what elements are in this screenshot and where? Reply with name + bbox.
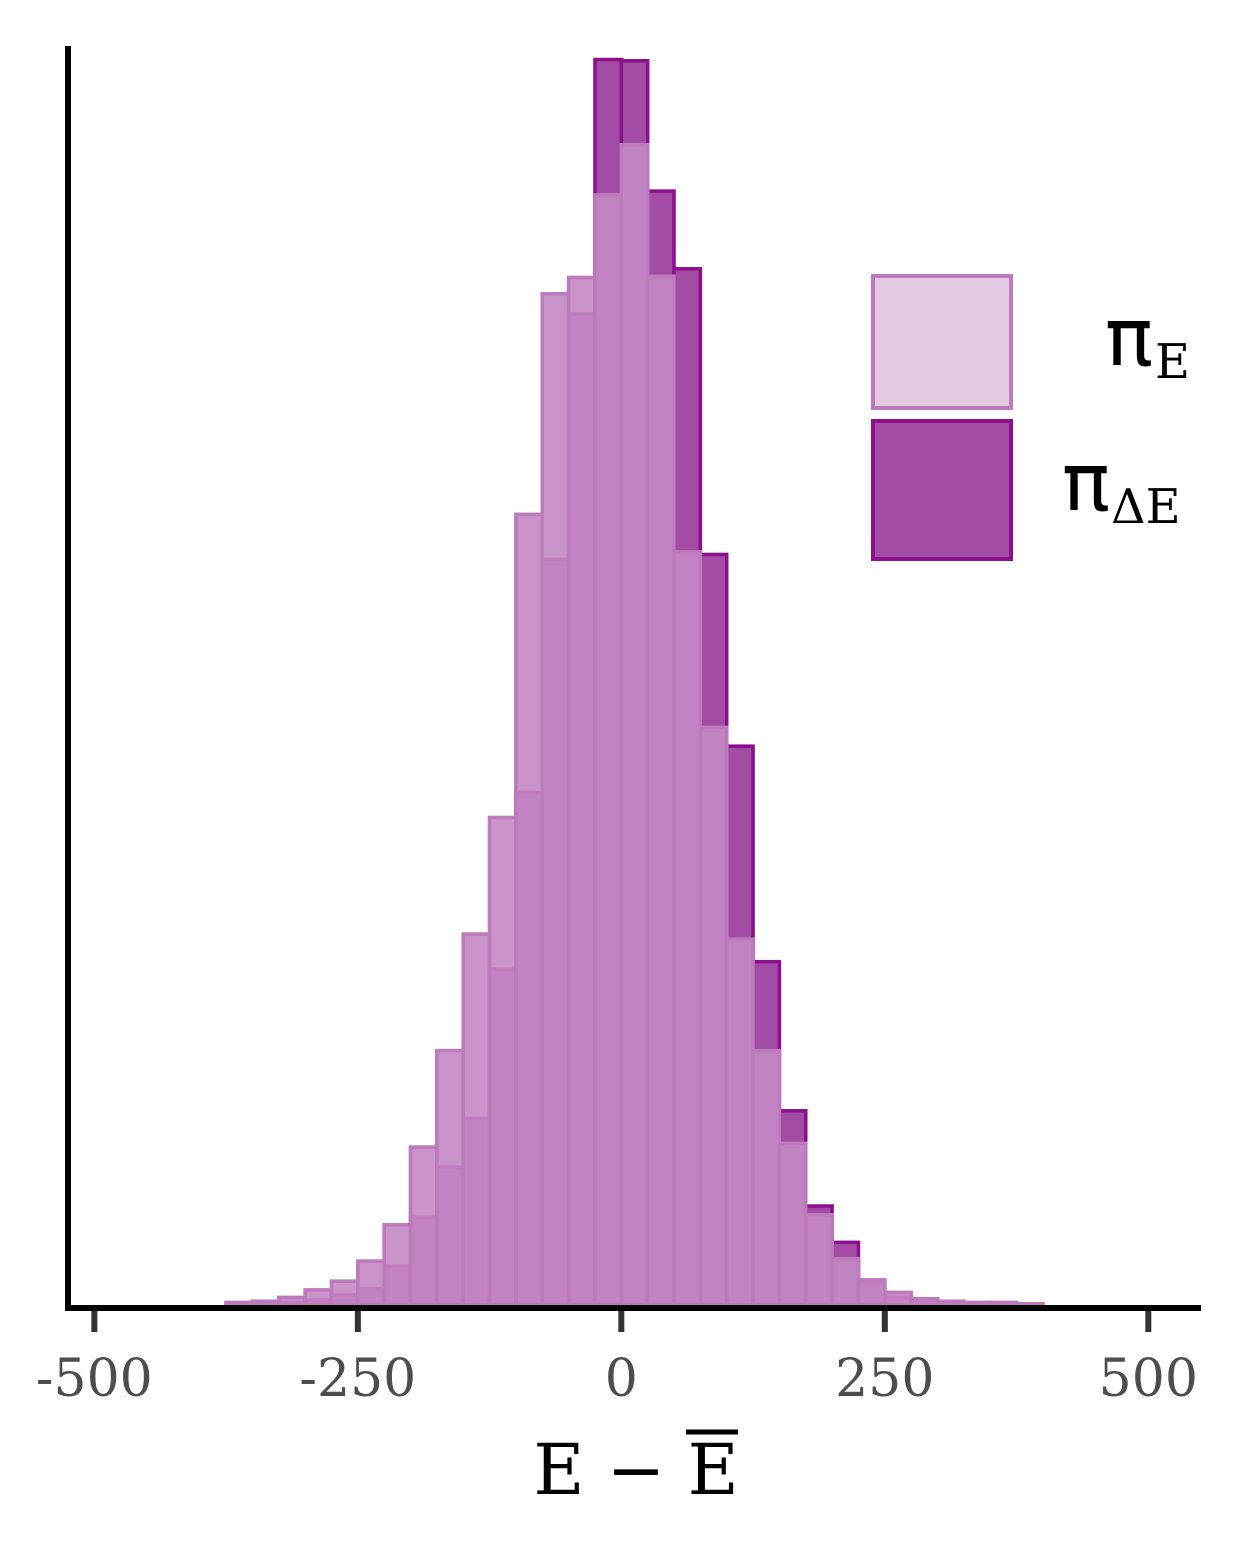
pi-e-overlay-bar [277,1295,307,1307]
legend-label-pi-delta-e-sub: ΔE [1111,479,1181,535]
x-tick-label: -250 [299,1349,416,1409]
pi-e-overlay-bar [487,815,518,1307]
pi-e-overlay-bar [883,1290,913,1307]
legend-swatch-pi-e [871,274,1013,410]
pi-e-overlay-bar [619,142,650,1307]
pi-e-overlay-bar [751,1048,782,1307]
pi-e-overlay-bar [514,512,545,1307]
pi-e-overlay-bar [856,1278,887,1307]
pi-e-overlay-bar [250,1299,281,1307]
pi-e-overlay-bar [303,1288,334,1307]
legend-label-pi-delta-e: π [1062,436,1110,529]
pi-e-overlay-bar [224,1300,255,1307]
x-axis-title-text: E − E [533,1429,738,1511]
pi-e-overlay-bar [698,725,729,1307]
pi-e-overlay-bar [356,1259,386,1307]
pi-e-overlay-bar [540,292,571,1307]
x-axis-title: E − E [533,1429,738,1511]
pi-e-overlay-bar [329,1279,360,1307]
pi-e-overlay-bar [1014,1301,1045,1307]
pi-e-overlay-bar [645,274,676,1307]
pi-e-overlay-bar [382,1223,413,1307]
pi-e-overlay-bar [672,550,703,1307]
pi-e-overlay-bars [224,142,1045,1307]
pi-e-overlay-bar [804,1213,834,1307]
pi-e-overlay-bar [461,932,492,1307]
pi-e-overlay-bar [909,1296,940,1307]
pi-e-overlay-bar [935,1299,966,1307]
legend-label-pi-e-sub: E [1155,334,1190,390]
legend: π E π ΔE [871,274,1190,561]
legend-swatch-pi-delta-e [871,419,1013,561]
pi-e-overlay-bar [408,1145,439,1307]
pi-e-overlay-bar [566,275,597,1307]
x-tick-label: 0 [605,1349,638,1409]
pi-e-overlay-bar [830,1256,861,1307]
x-tick-label: -500 [36,1349,153,1409]
x-tick-label: 500 [1099,1349,1198,1409]
pi-e-overlay-bar [988,1300,1019,1307]
pi-e-overlay-bar [435,1048,465,1307]
pi-e-overlay-bar [724,937,755,1307]
legend-label-pi-e: π [1105,291,1153,384]
x-tick-label: 250 [835,1349,934,1409]
x-axis-ticks: -500 -250 0 250 500 [36,1311,1198,1409]
pi-e-overlay-bar [962,1300,992,1307]
pi-e-overlay-bar [593,193,624,1307]
pi-e-overlay-bar [777,1141,808,1307]
